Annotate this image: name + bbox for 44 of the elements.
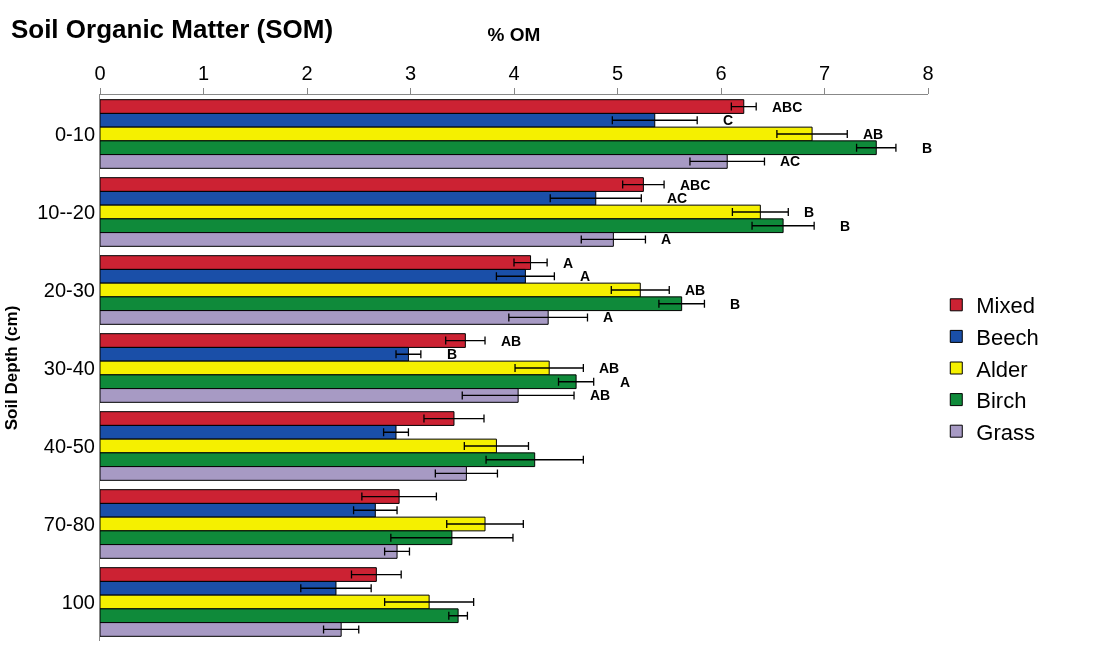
annotation: A	[620, 374, 631, 390]
annotation: AB	[863, 126, 884, 142]
legend-label: Alder	[976, 356, 1028, 382]
x-tick-label: 2	[301, 62, 313, 84]
annotation: A	[563, 255, 574, 271]
y-tick-label: 10--20	[37, 201, 95, 223]
annotation: B	[840, 218, 851, 234]
y-tick-label: 20-30	[43, 279, 95, 301]
chart-title: Soil Organic Matter (SOM)	[10, 13, 334, 44]
x-tick-label: 7	[818, 62, 831, 84]
x-axis-title: % OM	[487, 23, 541, 45]
annotation: B	[922, 140, 933, 156]
annotation: ABC	[772, 99, 803, 115]
legend-label: Mixed	[976, 293, 1035, 319]
x-tick-label: 5	[611, 62, 624, 84]
annotation: C	[723, 112, 734, 128]
x-tick-label: 0	[94, 62, 106, 84]
y-tick-label: 70-80	[43, 513, 95, 535]
annotation: AB	[590, 387, 611, 403]
annotation: B	[447, 346, 458, 362]
legend-label: Beech	[976, 324, 1039, 350]
annotation: B	[804, 204, 815, 220]
y-tick-label: 30-40	[43, 357, 95, 379]
annotation: AB	[599, 360, 620, 376]
annotation: AC	[667, 190, 688, 206]
x-tick-label: 8	[922, 62, 934, 84]
x-tick-label: 3	[404, 62, 417, 84]
x-tick-label: 4	[508, 62, 520, 84]
x-tick-label: 6	[715, 62, 727, 84]
x-tick-label: 1	[197, 62, 210, 84]
annotation: B	[730, 296, 741, 312]
legend-label: Grass	[976, 419, 1035, 445]
y-tick-label: 0-10	[54, 123, 95, 145]
annotation: A	[603, 309, 614, 325]
legend-label: Birch	[976, 388, 1027, 414]
annotation: A	[661, 231, 672, 247]
annotation: A	[580, 268, 591, 284]
y-axis-title: Soil Depth (cm)	[1, 305, 21, 431]
annotation: AC	[780, 153, 801, 169]
annotation: AB	[501, 333, 522, 349]
y-tick-label: 100	[61, 591, 95, 613]
annotation: ABC	[680, 177, 711, 193]
annotation: AB	[685, 282, 706, 298]
y-tick-label: 40-50	[43, 435, 95, 457]
